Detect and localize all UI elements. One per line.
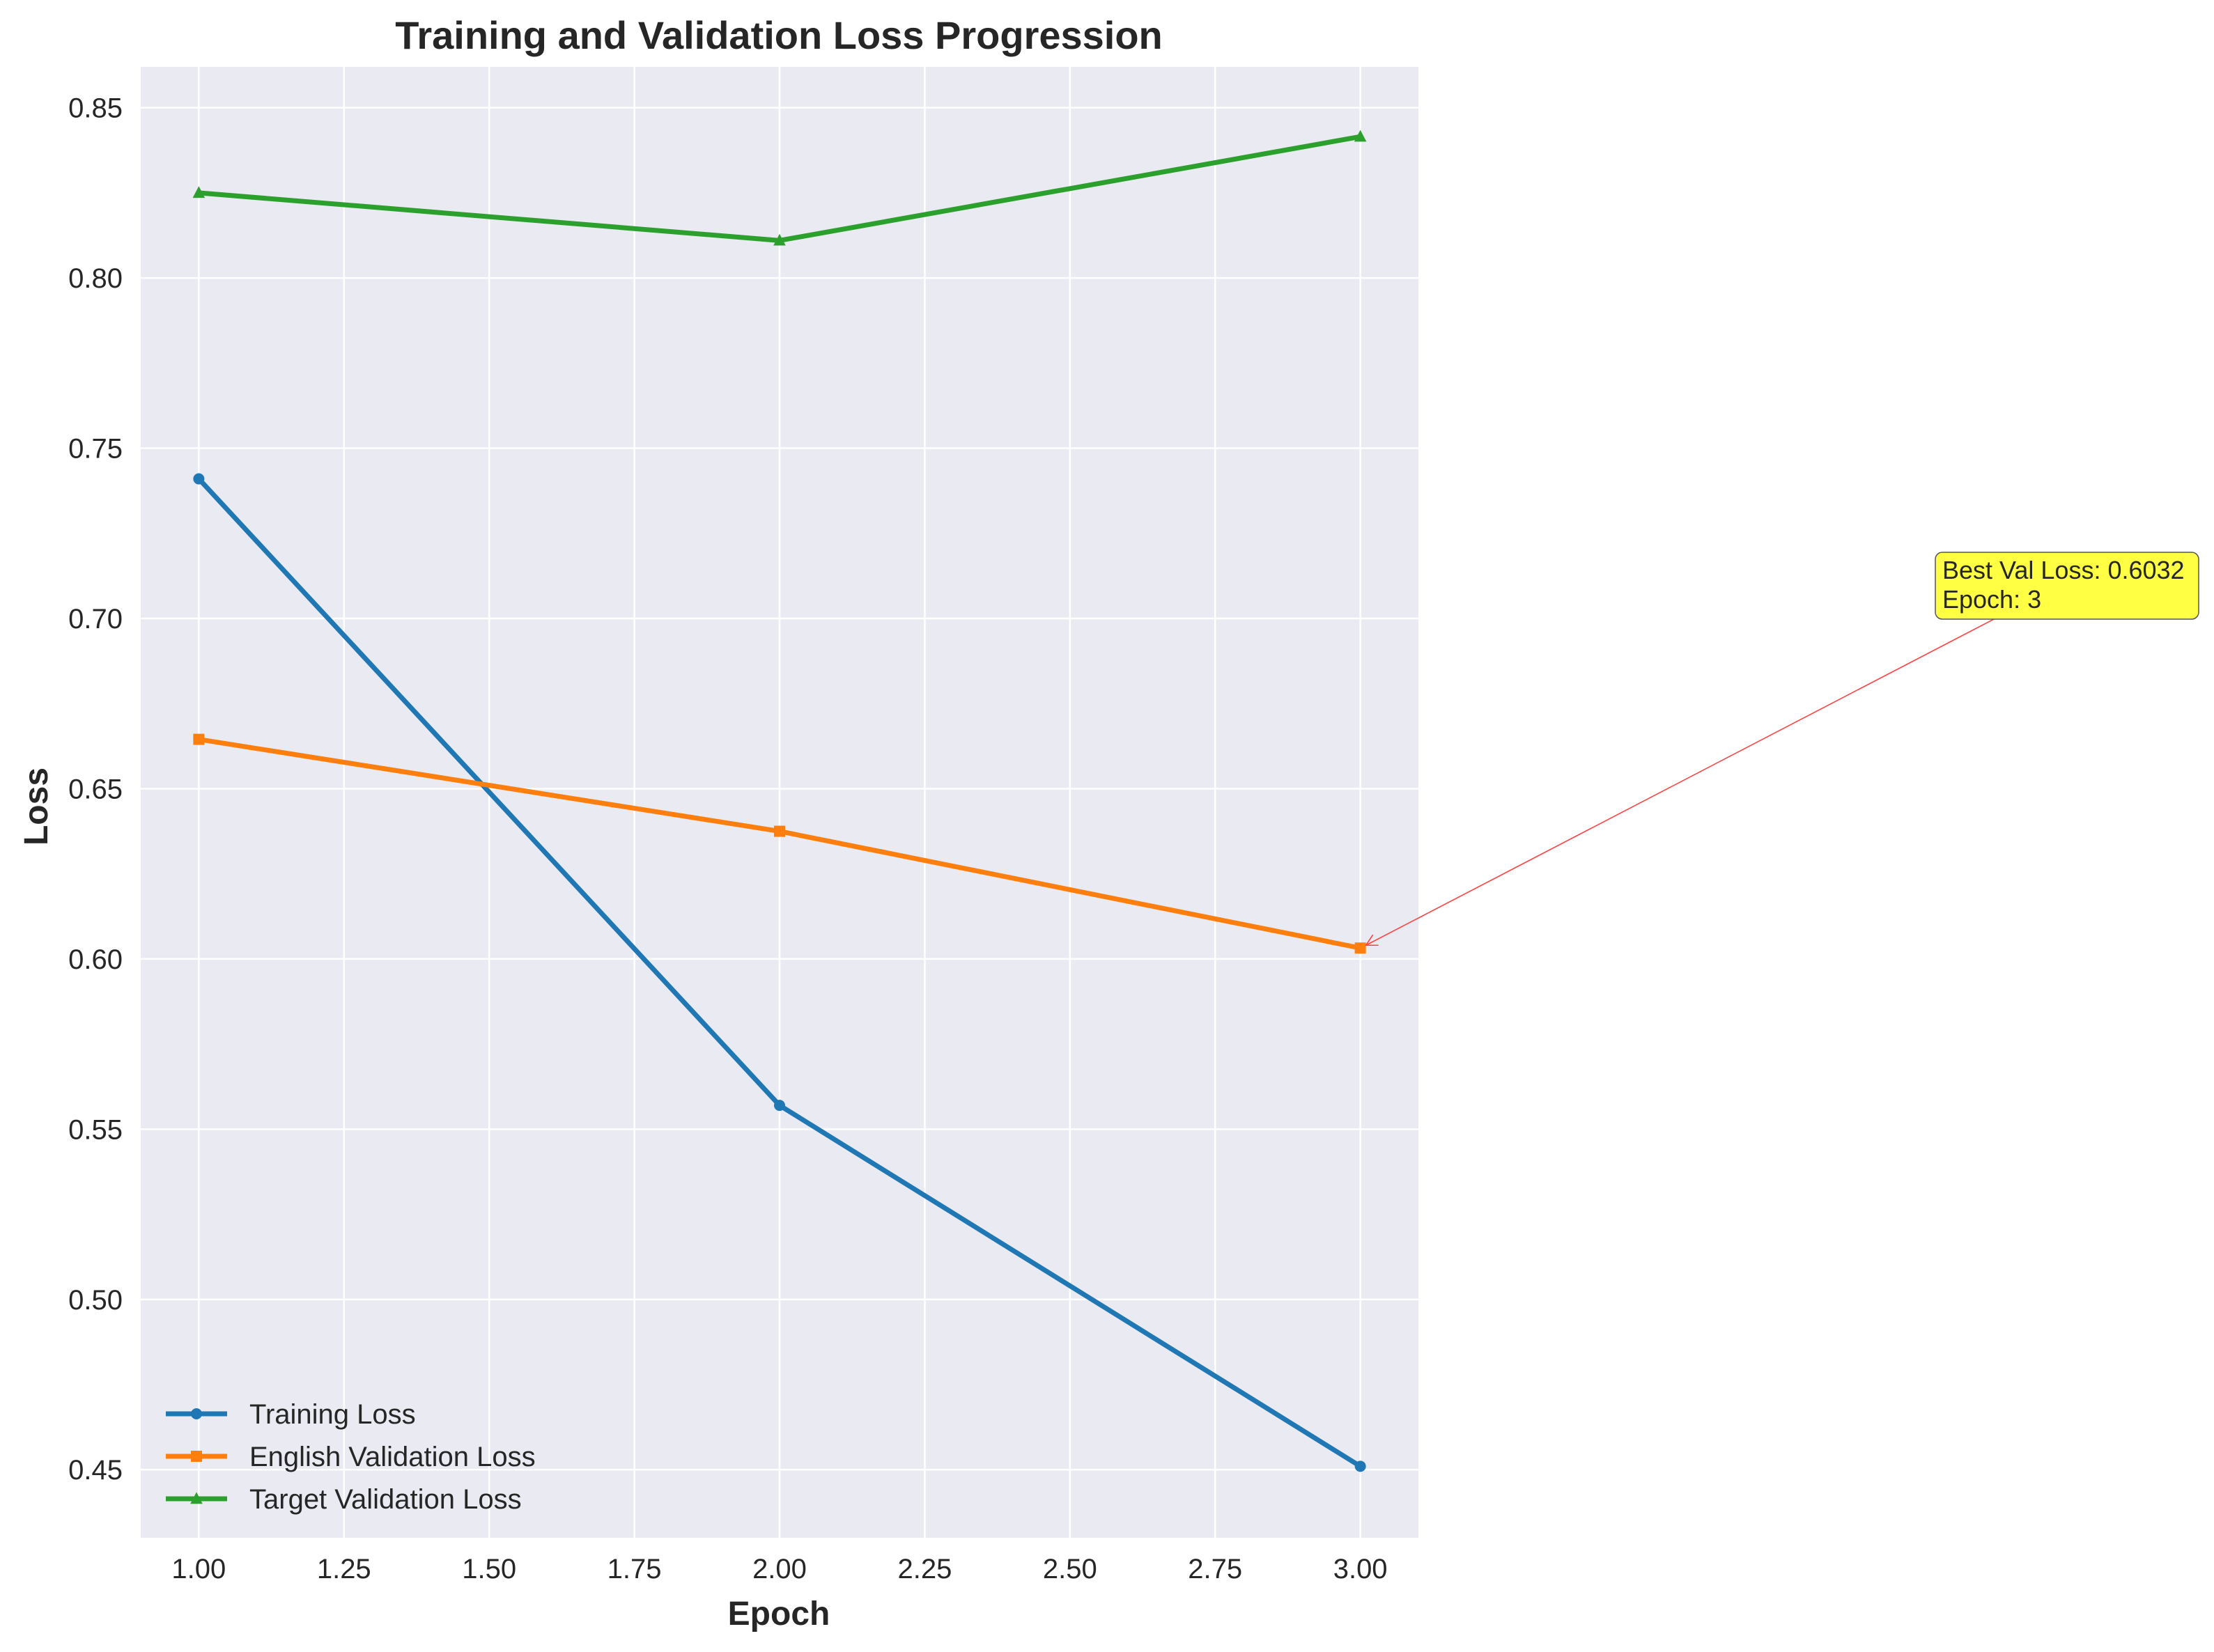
x-axis-label: Epoch (728, 1596, 830, 1632)
x-tick-label: 3.00 (1333, 1554, 1388, 1584)
data-point-square (191, 1451, 202, 1462)
data-point-square (1354, 942, 1366, 954)
annotation-text: Epoch: 3 (1942, 585, 2041, 614)
y-tick-label: 0.65 (68, 774, 123, 804)
x-tick-label: 1.75 (607, 1554, 662, 1584)
y-tick-label: 0.55 (68, 1114, 123, 1145)
data-point-triangle (192, 186, 206, 198)
data-point-triangle (190, 1492, 203, 1504)
data-point-circle (1354, 1460, 1366, 1472)
legend-label: Training Loss (249, 1399, 416, 1430)
y-tick-label: 0.70 (68, 604, 123, 634)
y-tick-label: 0.75 (68, 434, 123, 465)
x-tick-label: 1.50 (462, 1554, 516, 1584)
series-target-validation-loss (192, 130, 1367, 246)
series-layer (192, 130, 1367, 1472)
x-tick-label: 2.75 (1188, 1554, 1242, 1584)
legend-item: Training Loss (166, 1399, 416, 1430)
series-training-loss (193, 473, 1366, 1472)
y-tick-label: 0.80 (68, 263, 123, 294)
tick-labels: 1.00 1.25 1.50 1.75 2.00 2.25 2.50 2.75 3.00 0.45… (68, 93, 1387, 1584)
legend: Training Loss English Validation Loss Targ… (166, 1399, 536, 1515)
y-tick-label: 0.85 (68, 93, 123, 124)
legend-item: Target Validation Loss (166, 1484, 522, 1515)
y-tick-label: 0.60 (68, 944, 123, 975)
data-point-triangle (773, 233, 786, 246)
legend-item: English Validation Loss (166, 1442, 536, 1472)
data-point-circle (191, 1408, 202, 1419)
x-tick-label: 2.00 (752, 1554, 807, 1584)
x-tick-label: 2.50 (1043, 1554, 1097, 1584)
data-point-square (193, 733, 205, 745)
data-point-square (774, 825, 785, 837)
y-tick-label: 0.50 (68, 1285, 123, 1316)
data-point-circle (193, 473, 205, 485)
series-english-validation-loss (193, 733, 1366, 954)
grid-lines (141, 67, 1418, 1538)
x-tick-label: 2.25 (897, 1554, 952, 1584)
annotation-box (1935, 552, 2199, 620)
y-tick-label: 0.45 (68, 1455, 123, 1486)
legend-label: English Validation Loss (249, 1442, 536, 1472)
y-axis-label: Loss (18, 767, 55, 846)
chart-title: Training and Validation Loss Progression (395, 13, 1163, 57)
data-point-circle (774, 1100, 785, 1112)
legend-label: Target Validation Loss (249, 1484, 522, 1515)
annotation-arrow (1365, 618, 1995, 946)
annotation-text: Best Val Loss: 0.6032 (1942, 556, 2185, 584)
data-point-triangle (1354, 130, 1367, 142)
x-tick-label: 1.00 (171, 1554, 226, 1584)
annotation-arrowhead (1365, 934, 1379, 946)
x-tick-label: 1.25 (317, 1554, 371, 1584)
